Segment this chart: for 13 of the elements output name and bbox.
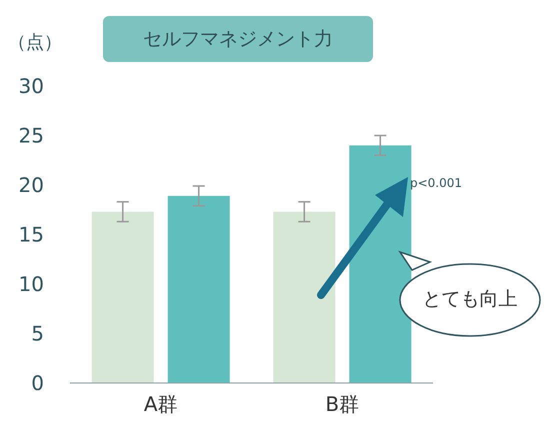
y-tick-label: 30	[18, 74, 44, 98]
y-tick-label: 25	[18, 124, 44, 148]
x-tick-label: A群	[144, 392, 178, 416]
annotation: p<0.001	[410, 176, 462, 190]
y-tick-label: 5	[31, 322, 44, 346]
x-tick-label: B群	[325, 392, 360, 416]
y-tick-label: 10	[18, 272, 44, 296]
y-tick-label: 0	[31, 371, 44, 396]
annotation: とても向上	[422, 287, 518, 312]
y-tick-label: 20	[18, 173, 44, 198]
y-tick-label: 15	[18, 222, 44, 247]
chart-title: セルフマネジメント力	[103, 16, 373, 62]
y-axis-title: （点）	[8, 31, 62, 54]
